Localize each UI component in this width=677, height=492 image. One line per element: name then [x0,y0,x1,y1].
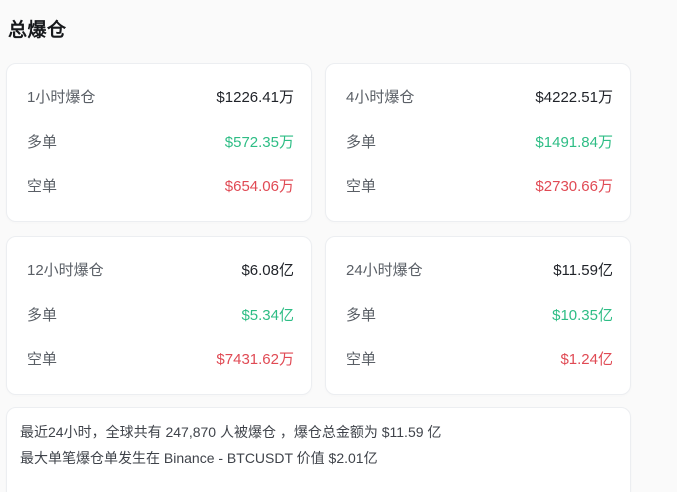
short-liquidation-value: $1.24亿 [560,351,613,368]
total-liquidation-value: $4222.51万 [535,89,613,106]
period-label: 1小时爆仓 [27,89,96,106]
page-title: 总爆仓 [8,20,67,41]
long-liquidation-value: $572.35万 [224,133,294,151]
period-label: 4小时爆仓 [346,89,415,106]
card-header-row: 1小时爆仓 $1226.41万 [27,88,294,108]
liquidation-card-1h: 1小时爆仓 $1226.41万 多单 $572.35万 空单 $654.06万 [6,63,312,222]
summary-line-2: 最大单笔爆仓单发生在 Binance - BTCUSDT 价值 $2.01亿 [20,450,378,466]
long-label: 多单 [346,133,377,151]
long-label: 多单 [27,133,58,151]
total-liquidation-value: $11.59亿 [553,262,613,279]
long-row: 多单 $1491.84万 [346,133,613,153]
total-liquidation-value: $6.08亿 [241,262,294,279]
long-row: 多单 $10.35亿 [346,306,613,326]
summary-line-1: 最近24小时，全球共有 247,870 人被爆仓 ，爆仓总金额为 $11.59 … [20,424,442,440]
card-header-row: 12小时爆仓 $6.08亿 [27,261,294,281]
short-liquidation-value: $2730.66万 [535,178,613,195]
short-liquidation-value: $7431.62万 [216,351,294,368]
long-liquidation-value: $10.35亿 [552,306,613,324]
liquidation-cards-grid: 1小时爆仓 $1226.41万 多单 $572.35万 空单 $654.06万 … [6,63,631,395]
liquidation-card-24h: 24小时爆仓 $11.59亿 多单 $10.35亿 空单 $1.24亿 [325,236,631,395]
long-row: 多单 $5.34亿 [27,306,294,326]
short-liquidation-value: $654.06万 [224,178,294,195]
short-row: 空单 $7431.62万 [27,350,294,370]
short-label: 空单 [346,351,377,368]
short-row: 空单 $654.06万 [27,177,294,197]
short-row: 空单 $2730.66万 [346,177,613,197]
total-liquidation-page: 总爆仓 1小时爆仓 $1226.41万 多单 $572.35万 空单 $654.… [6,20,631,492]
long-label: 多单 [346,306,377,324]
long-liquidation-value: $1491.84万 [535,133,613,151]
short-label: 空单 [346,178,377,195]
long-label: 多单 [27,306,58,324]
summary-panel: 最近24小时，全球共有 247,870 人被爆仓 ，爆仓总金额为 $11.59 … [6,407,631,492]
short-row: 空单 $1.24亿 [346,350,613,370]
total-liquidation-value: $1226.41万 [216,89,294,106]
liquidation-card-4h: 4小时爆仓 $4222.51万 多单 $1491.84万 空单 $2730.66… [325,63,631,222]
short-label: 空单 [27,178,58,195]
short-label: 空单 [27,351,58,368]
card-header-row: 24小时爆仓 $11.59亿 [346,261,613,281]
card-header-row: 4小时爆仓 $4222.51万 [346,88,613,108]
liquidation-card-12h: 12小时爆仓 $6.08亿 多单 $5.34亿 空单 $7431.62万 [6,236,312,395]
period-label: 24小时爆仓 [346,262,423,279]
long-liquidation-value: $5.34亿 [241,306,294,324]
long-row: 多单 $572.35万 [27,133,294,153]
period-label: 12小时爆仓 [27,262,104,279]
